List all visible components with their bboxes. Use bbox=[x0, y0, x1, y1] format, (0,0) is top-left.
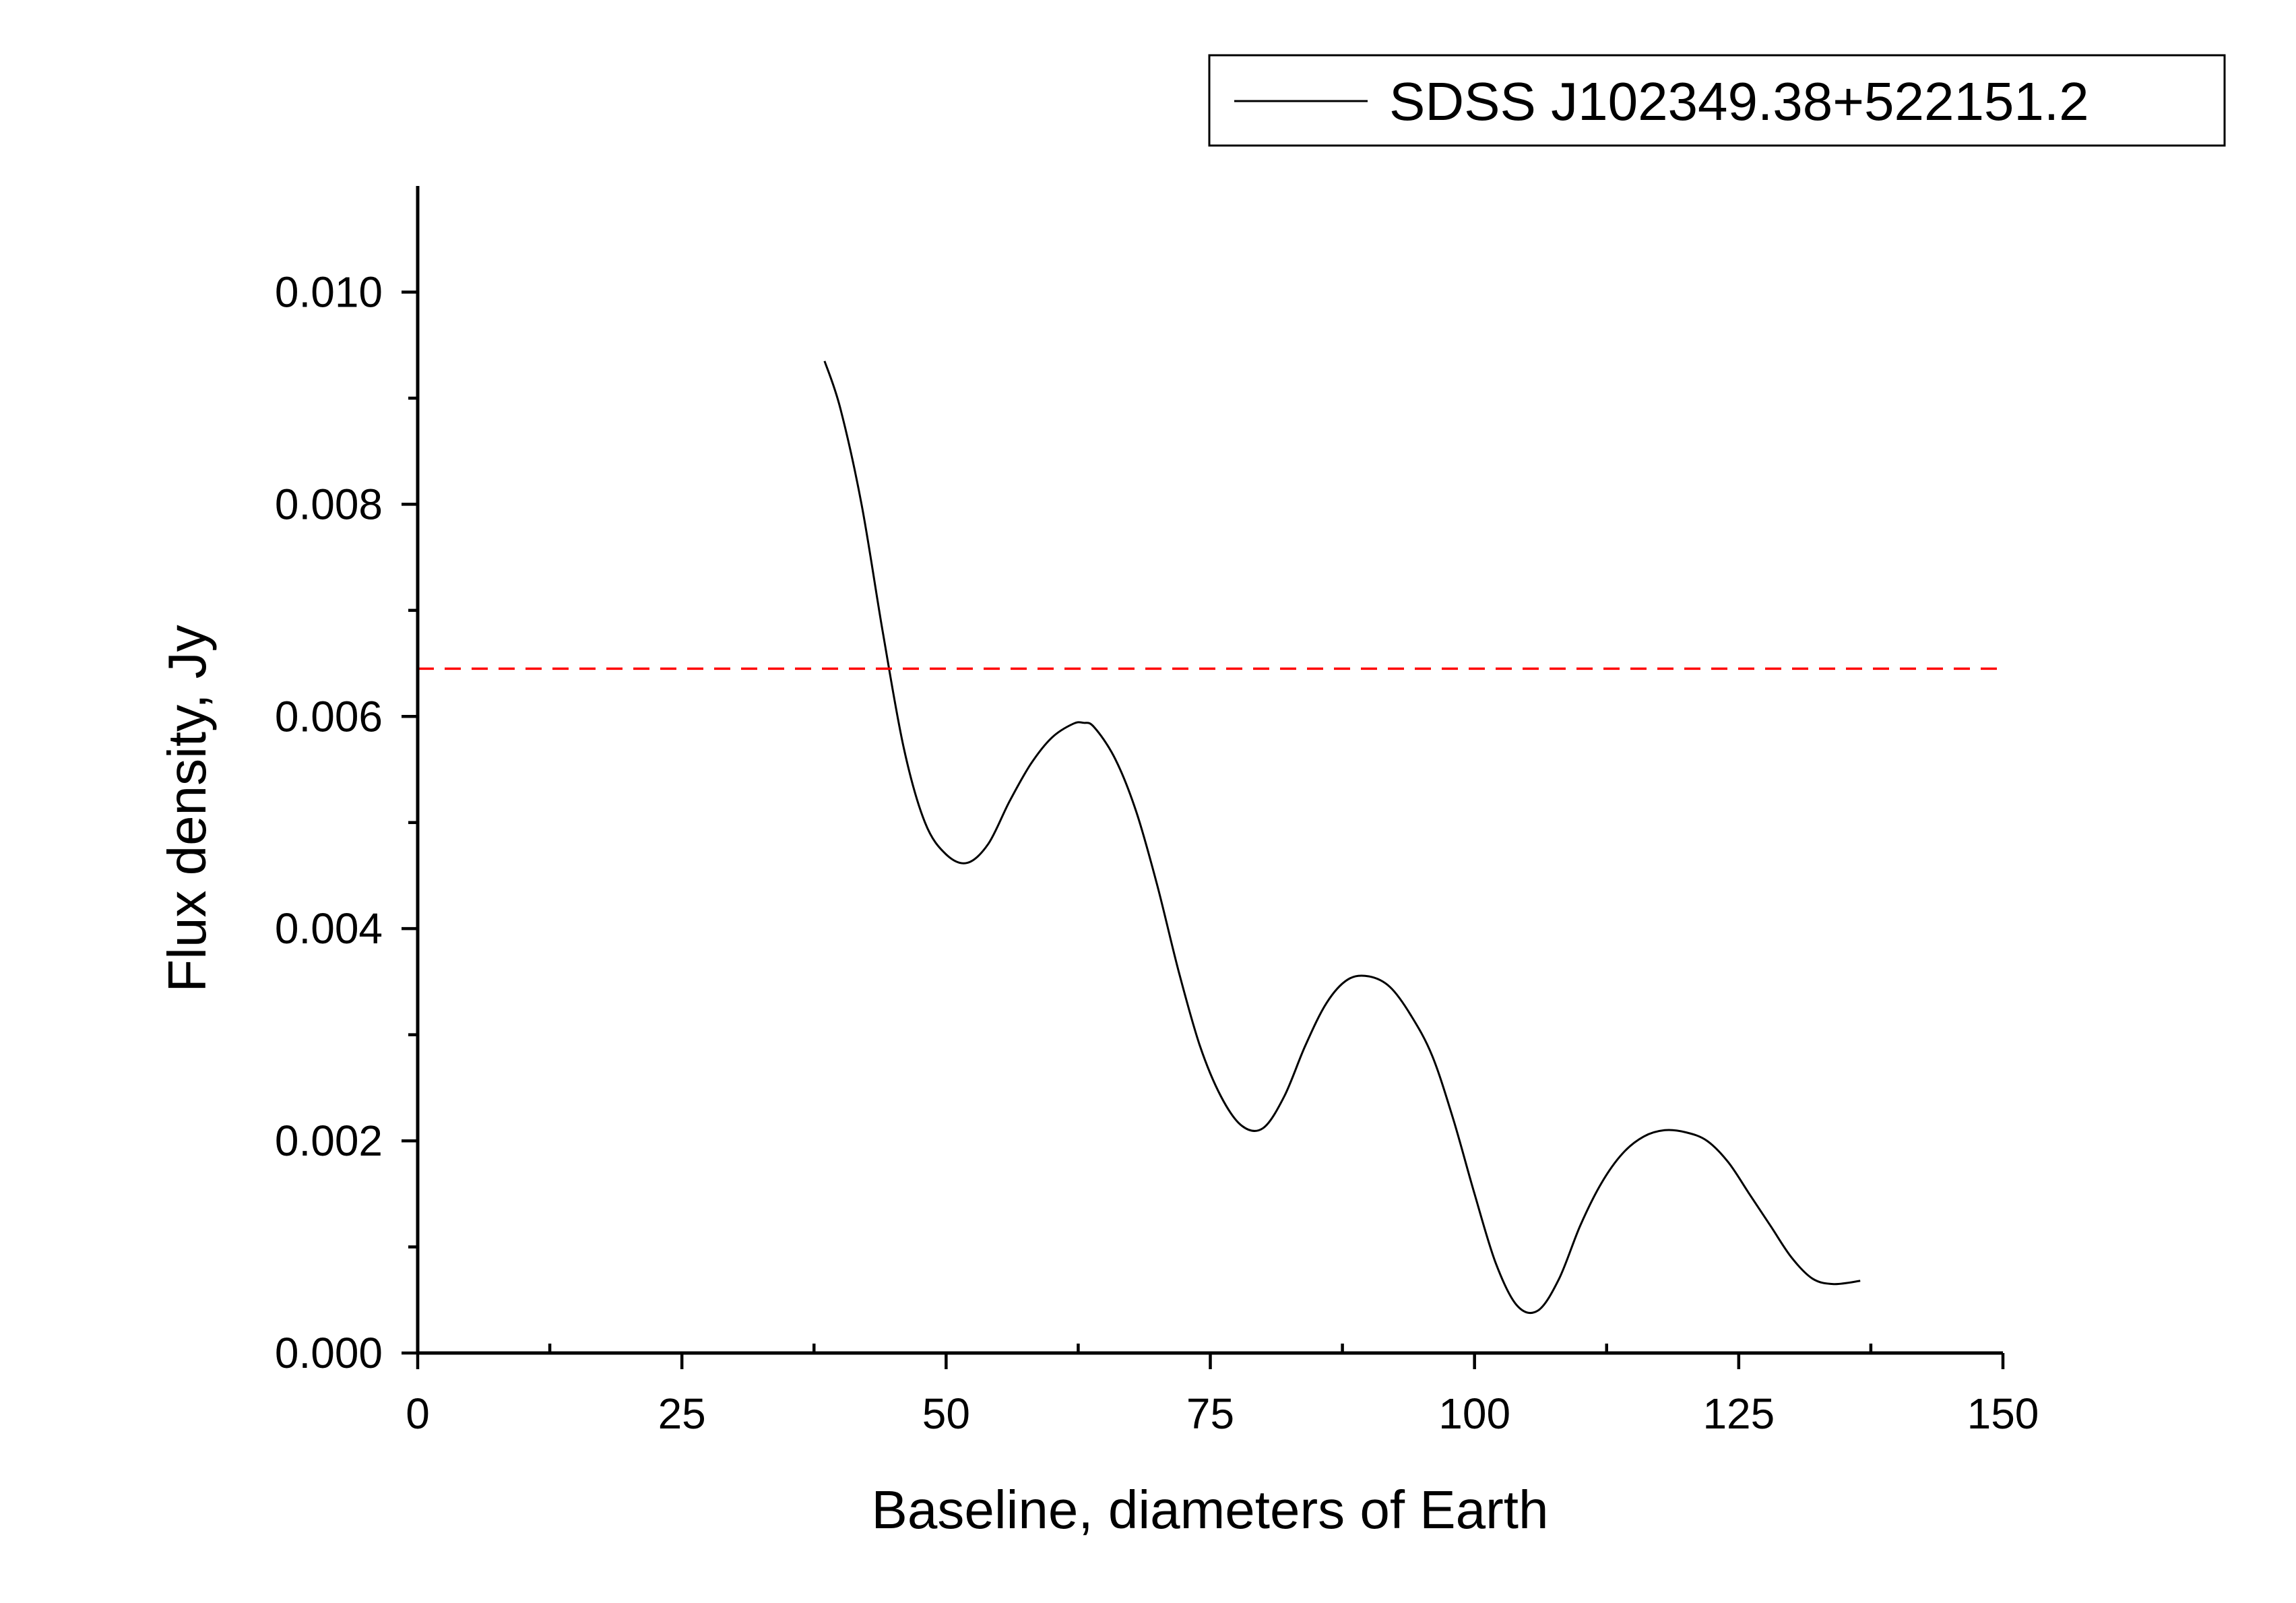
tick-layer: 0 25 50 75 100 125 150 0.000 0.002 0.004 0.006 0.00… bbox=[275, 268, 2039, 1438]
y-tick-label: 0.006 bbox=[275, 692, 383, 741]
legend: SDSS J102349.38+522151.2 bbox=[1208, 54, 2226, 147]
x-tick-label: 125 bbox=[1702, 1389, 1775, 1438]
series-layer bbox=[418, 360, 2003, 1315]
y-axis-title: Flux density, Jy bbox=[157, 625, 217, 992]
y-tick-label: 0.010 bbox=[275, 268, 383, 316]
x-tick-label: 50 bbox=[922, 1389, 970, 1438]
x-tick-label: 0 bbox=[406, 1389, 430, 1438]
x-tick-label: 25 bbox=[658, 1389, 706, 1438]
x-tick-label: 100 bbox=[1438, 1389, 1510, 1438]
y-tick-label: 0.004 bbox=[275, 904, 383, 953]
x-tick-label: 75 bbox=[1186, 1389, 1234, 1438]
y-tick-label: 0.008 bbox=[275, 480, 383, 528]
x-axis-title: Baseline, diameters of Earth bbox=[872, 1480, 1549, 1540]
legend-label: SDSS J102349.38+522151.2 bbox=[1389, 71, 2089, 131]
y-tick-label: 0.000 bbox=[275, 1329, 383, 1377]
y-tick-label: 0.002 bbox=[275, 1117, 383, 1165]
series-line-0 bbox=[823, 360, 1861, 1315]
legend-box bbox=[1208, 54, 2226, 147]
x-tick-label: 150 bbox=[1967, 1389, 2039, 1438]
